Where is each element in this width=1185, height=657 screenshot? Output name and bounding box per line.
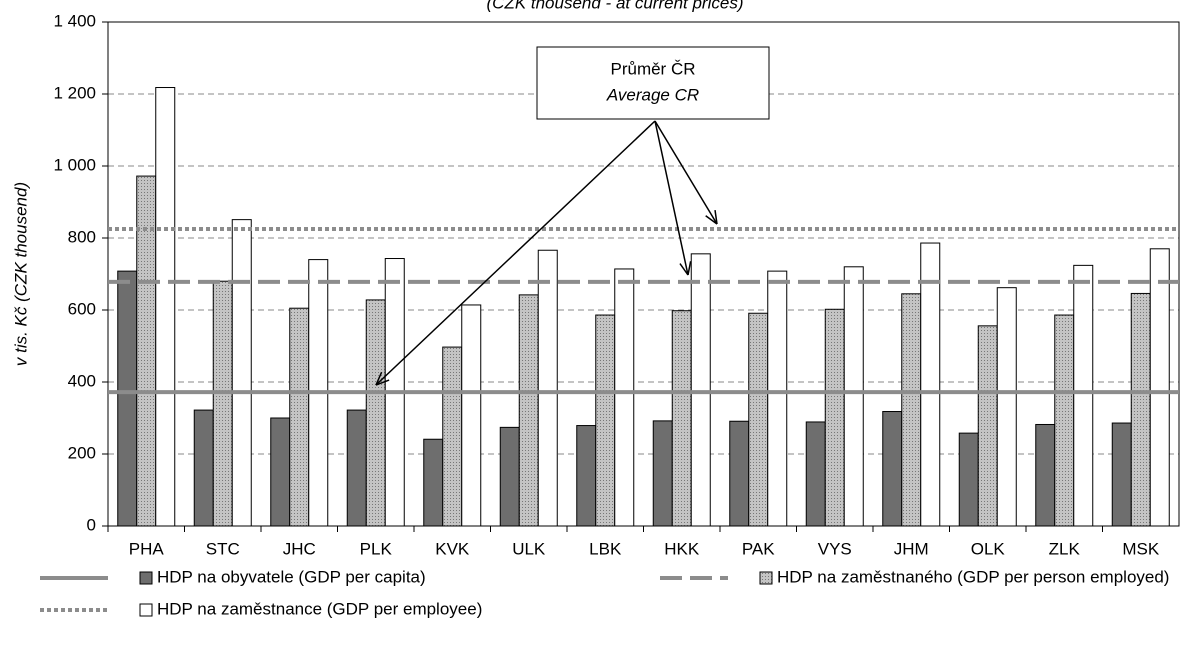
x-tick-label: PHA [129,539,165,558]
chart-subtitle: (CZK thousend - at current prices) [487,0,744,12]
x-tick-label: ULK [512,539,546,558]
legend-label: HDP na zaměstnance (GDP per employee) [157,599,482,618]
bar [977,325,998,527]
bar [193,409,214,527]
annotation-text: Average CR [606,85,699,104]
bar [671,310,692,527]
bar [748,312,769,527]
arrow-head [375,371,383,386]
y-tick-label: 400 [68,371,96,390]
y-tick-label: 600 [68,299,96,318]
bar [958,432,979,527]
legend-swatch [139,571,153,585]
y-tick-label: 1 200 [53,83,96,102]
bar [576,425,597,527]
arrow-head [679,263,689,276]
annotation-arrow [654,120,689,276]
bar [1149,248,1170,527]
legend-label: HDP na obyvatele (GDP per capita) [157,567,426,586]
bar [537,249,558,527]
arrow-head [375,379,390,386]
bar [442,346,463,527]
bar [1130,292,1151,527]
bar [423,438,444,527]
bar [518,294,539,527]
bar [1111,422,1132,527]
bar [652,420,673,527]
arrow-head [714,210,718,225]
bar [614,268,635,527]
bar [595,314,616,527]
bar [155,87,176,527]
bar [729,420,750,527]
bar [212,280,233,527]
bar [231,219,252,527]
bar [767,270,788,527]
x-tick-label: JHC [283,539,316,558]
bar [882,411,903,527]
x-tick-label: VYS [818,539,852,558]
bar [920,242,941,527]
bar [346,409,367,527]
annotation-text: Průměr ČR [610,59,695,78]
bar [1054,314,1075,527]
annotation-arrow [654,120,718,225]
annotation-box [536,46,770,120]
bar [805,421,826,527]
legend-swatch [759,571,773,585]
legend-label: HDP na zaměstnaného (GDP per person empl… [777,567,1169,586]
y-axis-label: v tis. Kč (CZK thousend) [11,182,30,366]
y-tick-label: 200 [68,443,96,462]
bar [690,253,711,527]
x-tick-label: STC [206,539,240,558]
legend-swatch [139,603,153,617]
bar [289,307,310,527]
x-tick-label: KVK [435,539,470,558]
bar [1073,264,1094,527]
arrow-head [687,261,692,276]
bar [365,299,386,527]
bar [117,270,138,527]
y-tick-label: 800 [68,227,96,246]
bar [499,426,520,527]
x-tick-label: PLK [360,539,393,558]
x-tick-label: PAK [742,539,775,558]
y-tick-label: 1 400 [53,11,96,30]
x-tick-label: OLK [971,539,1006,558]
bar [901,293,922,527]
x-tick-label: ZLK [1049,539,1081,558]
x-tick-label: JHM [894,539,929,558]
x-tick-label: LBK [589,539,622,558]
y-tick-label: 1 000 [53,155,96,174]
y-tick-label: 0 [87,515,96,534]
bar [824,308,845,527]
arrow-head [705,215,718,225]
annotation-arrow [375,120,656,386]
bar [1035,423,1056,527]
x-tick-label: HKK [664,539,700,558]
bar [843,266,864,527]
bar [461,304,482,527]
bar [270,417,291,527]
bar [996,287,1017,527]
x-tick-label: MSK [1122,539,1160,558]
